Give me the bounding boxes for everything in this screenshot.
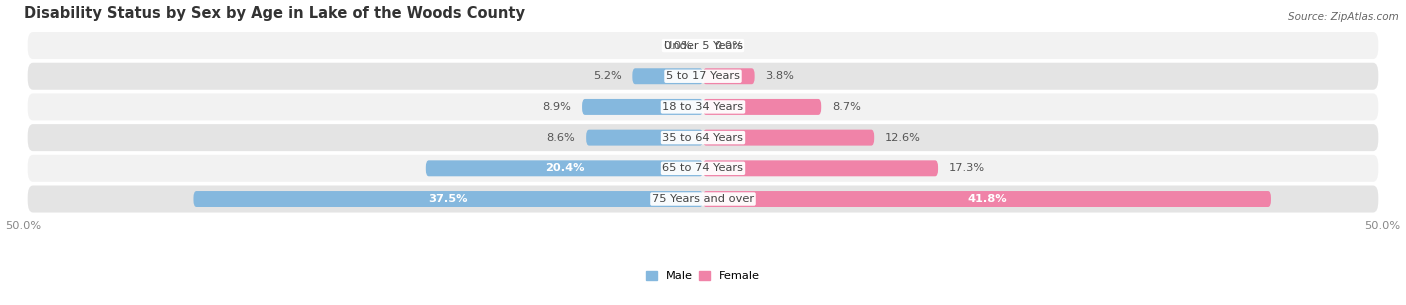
FancyBboxPatch shape [194, 191, 703, 207]
Text: 8.7%: 8.7% [832, 102, 860, 112]
FancyBboxPatch shape [28, 63, 1378, 90]
FancyBboxPatch shape [426, 160, 703, 176]
Text: 75 Years and over: 75 Years and over [652, 194, 754, 204]
FancyBboxPatch shape [28, 124, 1378, 151]
FancyBboxPatch shape [586, 130, 703, 145]
Text: 5 to 17 Years: 5 to 17 Years [666, 71, 740, 81]
Text: 8.9%: 8.9% [543, 102, 571, 112]
FancyBboxPatch shape [582, 99, 703, 115]
Text: 5.2%: 5.2% [593, 71, 621, 81]
FancyBboxPatch shape [703, 130, 875, 145]
FancyBboxPatch shape [703, 99, 821, 115]
FancyBboxPatch shape [703, 191, 1271, 207]
Text: 41.8%: 41.8% [967, 194, 1007, 204]
FancyBboxPatch shape [703, 160, 938, 176]
Text: 12.6%: 12.6% [884, 133, 921, 143]
Text: 8.6%: 8.6% [547, 133, 575, 143]
Text: 0.0%: 0.0% [664, 41, 692, 51]
Text: 18 to 34 Years: 18 to 34 Years [662, 102, 744, 112]
FancyBboxPatch shape [28, 32, 1378, 59]
Text: 35 to 64 Years: 35 to 64 Years [662, 133, 744, 143]
Text: 3.8%: 3.8% [765, 71, 794, 81]
FancyBboxPatch shape [28, 185, 1378, 213]
Text: Under 5 Years: Under 5 Years [664, 41, 742, 51]
Text: Disability Status by Sex by Age in Lake of the Woods County: Disability Status by Sex by Age in Lake … [24, 5, 524, 20]
FancyBboxPatch shape [28, 155, 1378, 182]
FancyBboxPatch shape [28, 93, 1378, 120]
Text: Source: ZipAtlas.com: Source: ZipAtlas.com [1288, 12, 1399, 22]
Text: 0.0%: 0.0% [714, 41, 742, 51]
FancyBboxPatch shape [633, 68, 703, 84]
Text: 17.3%: 17.3% [949, 163, 986, 173]
Text: 65 to 74 Years: 65 to 74 Years [662, 163, 744, 173]
Text: 37.5%: 37.5% [429, 194, 468, 204]
Text: 20.4%: 20.4% [544, 163, 583, 173]
Legend: Male, Female: Male, Female [645, 271, 761, 281]
FancyBboxPatch shape [703, 68, 755, 84]
